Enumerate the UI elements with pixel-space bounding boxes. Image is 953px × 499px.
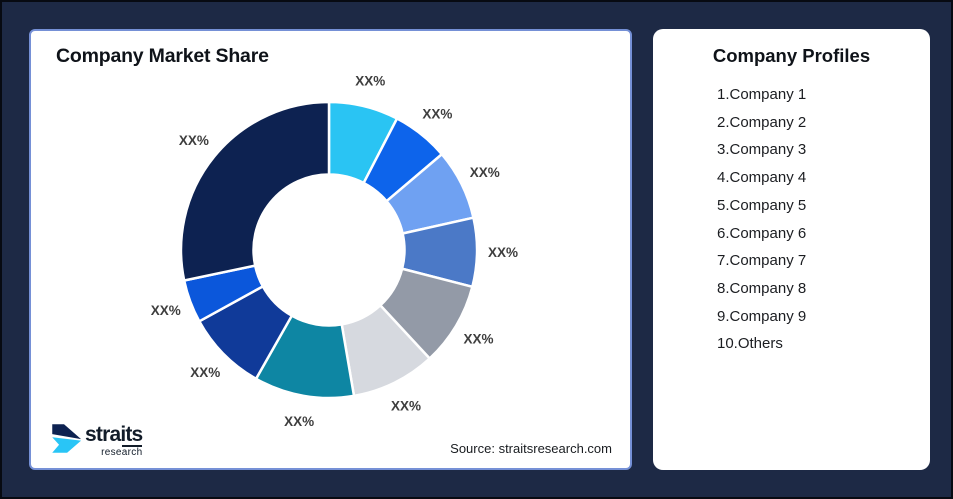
- logo-name: straits: [85, 423, 143, 446]
- donut-chart: XX% XX% XX% XX% XX% XX% XX% XX% XX% XX%: [151, 73, 518, 429]
- profiles-title: Company Profiles: [712, 45, 871, 66]
- slice-label-company-8: XX%: [190, 365, 220, 380]
- company-profiles-card: Company Profiles 1.Company 1 2.Company 2 3…: [653, 29, 930, 470]
- slice-label-company-7: XX%: [284, 414, 314, 429]
- straits-research-logo: straits research: [51, 422, 143, 460]
- company-profile-item: 1.Company 1: [717, 86, 807, 103]
- slice-label-company-5: XX%: [463, 332, 493, 347]
- company-profile-item: 3.Company 3: [717, 141, 807, 159]
- donut-segment-others: [179, 100, 331, 282]
- logo-subtitle: research: [101, 447, 143, 458]
- market-share-card: Company Market Share XX% XX% XX% XX% XX% XX% X…: [29, 29, 632, 470]
- company-profile-item: 10.Others: [717, 335, 783, 353]
- slice-label-company-4: XX%: [488, 245, 518, 260]
- company-profiles-list: 1.Company 1 2.Company 2 3.Company 3 4.Compa…: [653, 81, 930, 358]
- company-profile-item: 7.Company 7: [717, 252, 807, 270]
- slice-label-others: XX%: [179, 133, 209, 148]
- company-profile-item: 2.Company 2: [717, 113, 807, 131]
- slice-label-company-1: XX%: [355, 73, 385, 88]
- source-attribution: Source: straitsresearch.com: [450, 441, 612, 456]
- slice-label-company-2: XX%: [422, 106, 452, 121]
- logo-mark-bottom-chevron: [52, 437, 82, 453]
- logo-text: straits research: [85, 422, 143, 458]
- company-profile-item: 5.Company 5: [717, 196, 807, 214]
- company-profile-item: 4.Company 4: [717, 169, 807, 187]
- logo-mark-top-chevron: [52, 424, 82, 440]
- logo-underline: [122, 445, 143, 447]
- company-profile-item: 6.Company 6: [717, 224, 807, 242]
- slice-label-company-6: XX%: [391, 399, 421, 414]
- slice-label-company-3: XX%: [470, 165, 500, 180]
- chart-title: Company Market Share: [56, 45, 269, 67]
- company-profile-item: 9.Company 9: [717, 307, 807, 325]
- slice-label-company-9: XX%: [151, 303, 181, 318]
- company-profile-item: 8.Company 8: [717, 279, 807, 297]
- straits-logo-icon: [52, 424, 82, 453]
